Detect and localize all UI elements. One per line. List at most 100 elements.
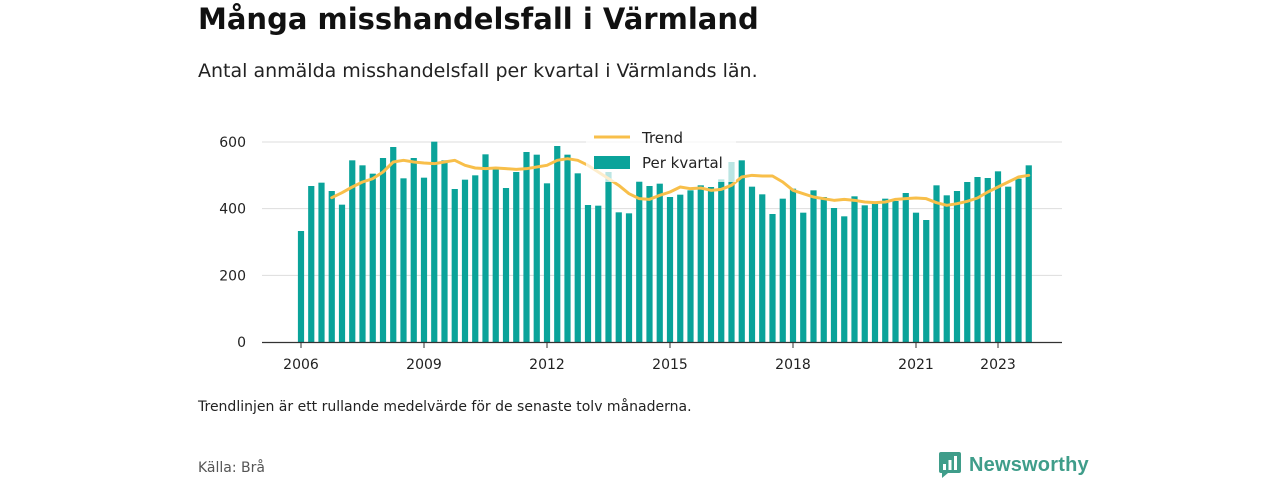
bars	[297, 141, 1032, 342]
legend: Trend Per kvartal	[586, 124, 736, 182]
bar	[810, 190, 817, 342]
x-tick-label: 2015	[652, 357, 688, 373]
y-tick-label: 600	[219, 135, 246, 151]
bar	[861, 205, 868, 342]
bar	[820, 197, 827, 342]
bar	[554, 146, 561, 342]
y-axis-ticks: 0 200 400 600	[219, 135, 246, 351]
bar	[625, 213, 633, 342]
trend-line-group	[330, 157, 1031, 207]
bar	[420, 177, 428, 342]
bar	[308, 186, 315, 342]
chart-subtitle: Antal anmälda misshandelsfall per kvarta…	[198, 60, 758, 82]
bar	[964, 182, 971, 342]
bar	[349, 160, 356, 342]
y-tick-label: 0	[237, 335, 246, 351]
bar	[523, 152, 530, 342]
bar	[502, 188, 510, 342]
bar	[318, 182, 325, 342]
bar	[513, 172, 520, 342]
bar	[431, 141, 438, 342]
bar	[830, 208, 838, 342]
legend-bar-swatch	[594, 156, 630, 169]
bar	[441, 160, 448, 342]
bar	[636, 181, 643, 342]
chart-title: Många misshandelsfall i Värmland	[198, 2, 759, 36]
bar	[912, 212, 920, 342]
bar	[605, 172, 612, 342]
bar	[953, 191, 961, 342]
bar	[882, 198, 889, 342]
bar	[933, 185, 940, 342]
x-axis: 2006 2009 2012 2015 2018 2021 2023	[262, 341, 1062, 373]
bar	[666, 197, 674, 342]
bar	[943, 195, 950, 342]
bar	[595, 205, 602, 342]
bar	[697, 185, 704, 342]
source-label: Källa: Brå	[198, 460, 265, 476]
bar	[1015, 178, 1022, 342]
legend-label-per-kvartal: Per kvartal	[642, 154, 723, 172]
legend-label-trend: Trend	[641, 129, 683, 147]
bar	[584, 205, 592, 342]
bar	[338, 204, 346, 342]
bar	[728, 162, 735, 342]
bar	[615, 212, 622, 342]
bar	[390, 147, 397, 342]
bar	[543, 183, 551, 342]
x-tick-label: 2023	[980, 357, 1016, 373]
y-tick-label: 400	[219, 202, 246, 218]
bar	[677, 194, 684, 342]
bar	[379, 158, 387, 342]
footnote: Trendlinjen är ett rullande medelvärde f…	[198, 399, 692, 415]
x-tick-label: 2018	[775, 357, 811, 373]
bar	[461, 179, 469, 342]
bar	[369, 173, 376, 342]
bar	[871, 202, 879, 342]
bar	[1005, 186, 1012, 342]
y-tick-label: 200	[219, 268, 246, 284]
bar	[841, 216, 848, 342]
bar	[994, 171, 1002, 342]
bar	[718, 179, 725, 342]
bar	[779, 198, 786, 342]
bar	[738, 160, 745, 342]
bar	[759, 194, 766, 342]
trend-line	[330, 157, 1031, 207]
bar	[789, 188, 797, 342]
bar	[748, 186, 756, 342]
bar	[482, 154, 489, 342]
bar	[902, 193, 909, 342]
newsworthy-logo: Newsworthy	[938, 451, 1089, 479]
bar	[564, 154, 571, 342]
bar	[707, 187, 715, 342]
bar	[800, 212, 807, 342]
bar	[400, 178, 407, 342]
bar	[328, 191, 335, 342]
x-tick-label: 2012	[529, 357, 565, 373]
legend-background	[586, 124, 736, 182]
bar	[1025, 165, 1032, 342]
x-tick-label: 2006	[283, 357, 319, 373]
bar	[574, 173, 581, 342]
bar	[492, 167, 499, 342]
bar	[359, 165, 366, 342]
bar	[892, 201, 899, 342]
bar	[923, 220, 930, 342]
bar	[472, 175, 479, 342]
bar	[656, 183, 663, 342]
bar	[687, 190, 694, 342]
bar	[646, 186, 653, 342]
bar	[297, 231, 305, 342]
newsworthy-logo-icon	[939, 452, 961, 478]
x-tick-label: 2009	[406, 357, 442, 373]
brand-name: Newsworthy	[969, 453, 1089, 476]
bar	[451, 189, 458, 342]
bar	[851, 196, 858, 342]
bar	[410, 158, 417, 342]
bar	[533, 154, 540, 342]
bar	[974, 177, 981, 342]
bar	[984, 178, 991, 342]
bar	[769, 214, 776, 342]
